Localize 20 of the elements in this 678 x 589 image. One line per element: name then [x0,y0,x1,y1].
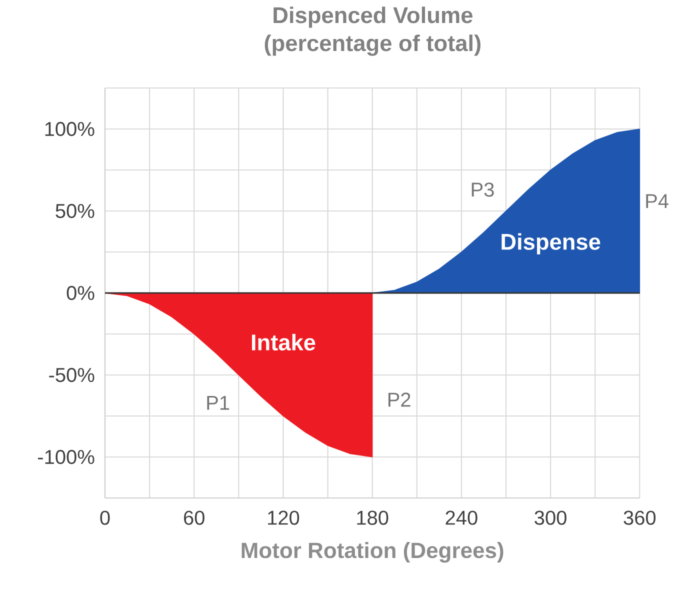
annotation: P1 [207,396,230,410]
x-tick-label: 360 [624,510,656,525]
y-tick-label: 0% [66,286,94,300]
series-label: Dispense [502,233,600,254]
series-label: Intake [252,334,316,351]
x-tick-label: 0 [100,510,110,525]
x-tick-label: 180 [357,510,388,525]
x-tick-label: 120 [268,510,300,525]
x-tick-label: 300 [534,510,566,525]
chart-title: Dispenced Volume (percentage of total) [264,6,480,56]
text: P4 [646,194,668,208]
x-tick-label: 240 [446,510,478,525]
x-axis-title: Motor Rotation (Degrees) [242,542,504,563]
y-tick-label: -100% [38,450,94,464]
y-tick-label: 100% [45,122,94,136]
y-tick-label: -50% [49,368,94,382]
x-tick-label: 60 [184,510,204,525]
y-tick-label: 50% [56,204,94,218]
annotation: P3 [472,182,494,197]
annotation: P2 [388,392,410,407]
